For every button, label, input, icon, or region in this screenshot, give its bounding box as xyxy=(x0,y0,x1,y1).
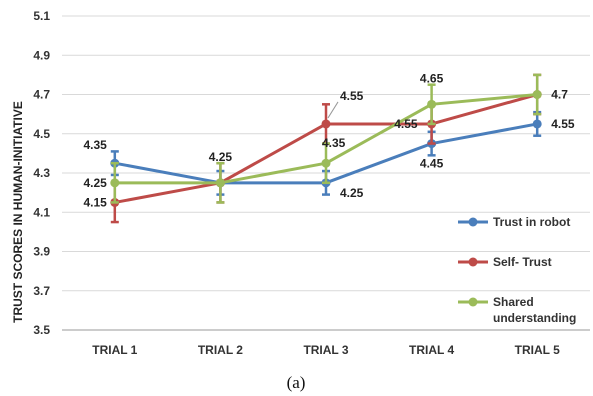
y-tick-label: 5.1 xyxy=(33,9,50,23)
legend-item: Trust in robot xyxy=(458,215,570,229)
data-label: 4.55 xyxy=(340,89,364,103)
x-tick-label: TRIAL 5 xyxy=(515,343,560,357)
data-label: 4.25 xyxy=(340,186,364,200)
legend-item: Shared understanding xyxy=(458,295,576,325)
data-point xyxy=(321,158,331,168)
y-tick-label: 4.7 xyxy=(33,88,50,102)
data-point xyxy=(427,99,437,109)
y-axis-ticks: 3.5 3.7 3.9 4.1 4.3 4.5 4.7 4.9 5.1 xyxy=(33,9,50,337)
data-label: 4.15 xyxy=(83,195,107,209)
x-axis-ticks: TRIAL 1 TRIAL 2 TRIAL 3 TRIAL 4 TRIAL 5 xyxy=(92,343,560,357)
data-labels: 4.35 4.25 4.45 4.55 4.15 4.55 4.55 4.25 4.25 4.35… xyxy=(83,71,574,209)
label-leader-line xyxy=(327,101,339,119)
y-tick-label: 3.5 xyxy=(33,323,50,337)
series-layer xyxy=(110,73,542,224)
y-tick-label: 3.7 xyxy=(33,284,50,298)
legend-swatch-point xyxy=(468,217,478,227)
data-label: 4.45 xyxy=(420,157,444,171)
legend-swatch-point xyxy=(468,257,478,267)
legend-swatch-point xyxy=(468,297,478,307)
legend-label: Trust in robot xyxy=(493,215,570,229)
data-label: 4.7 xyxy=(551,88,568,102)
legend-label: Self- Trust xyxy=(493,255,552,269)
y-tick-label: 3.9 xyxy=(33,245,50,259)
data-label: 4.55 xyxy=(551,117,575,131)
data-label: 4.65 xyxy=(420,71,444,85)
data-point xyxy=(215,178,225,188)
legend: Trust in robot Self- Trust Shared understan… xyxy=(458,215,576,325)
x-tick-label: TRIAL 1 xyxy=(92,343,137,357)
data-point xyxy=(532,119,542,129)
x-tick-label: TRIAL 4 xyxy=(409,343,454,357)
legend-label: Shared xyxy=(493,295,534,309)
data-label: 4.55 xyxy=(394,117,418,131)
data-point xyxy=(321,119,331,129)
legend-item: Self- Trust xyxy=(458,255,552,269)
y-tick-label: 4.9 xyxy=(33,48,50,62)
data-label: 4.25 xyxy=(209,150,233,164)
y-axis-title: TRUST SCORES IN HUMAN-INITIATIVE xyxy=(11,101,25,323)
y-tick-label: 4.3 xyxy=(33,166,50,180)
y-tick-label: 4.1 xyxy=(33,205,50,219)
data-point xyxy=(110,178,120,188)
data-point xyxy=(532,90,542,99)
legend-label: understanding xyxy=(493,311,576,325)
x-tick-label: TRIAL 2 xyxy=(198,343,243,357)
y-tick-label: 4.5 xyxy=(33,127,50,141)
data-label: 4.35 xyxy=(322,136,346,150)
data-label: 4.25 xyxy=(83,176,107,190)
figure-caption: (a) xyxy=(287,373,306,392)
data-label: 4.35 xyxy=(83,138,107,152)
series-2 xyxy=(110,73,542,204)
x-tick-label: TRIAL 3 xyxy=(303,343,348,357)
